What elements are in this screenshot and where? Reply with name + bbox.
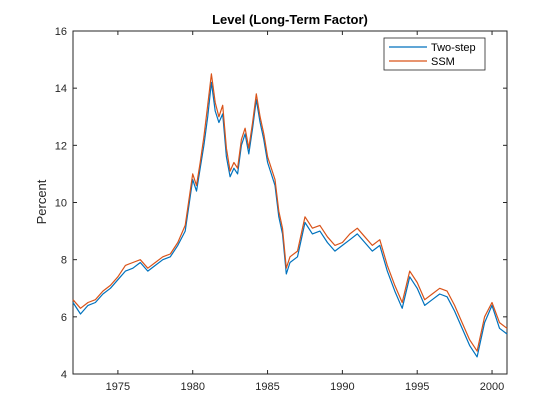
legend-label-two-step: Two-step: [431, 42, 476, 54]
y-tick-label: 12: [55, 140, 67, 152]
x-tick-label: 1985: [255, 381, 279, 393]
y-axis-label: Percent: [34, 179, 49, 224]
y-axis: 4 6 8 10 12 14 16: [55, 26, 507, 381]
y-tick-label: 10: [55, 198, 67, 210]
series-line-two-step: [72, 81, 508, 358]
y-tick-label: 16: [55, 26, 67, 38]
x-tick-label: 1995: [405, 381, 429, 393]
x-tick-label: 1990: [330, 381, 354, 393]
legend-box: [383, 37, 486, 71]
plot-area: [72, 30, 508, 375]
y-tick-label: 6: [61, 312, 67, 324]
legend: Two-step SSM: [383, 37, 486, 71]
legend-label-ssm: SSM: [431, 56, 455, 68]
x-tick-label: 1975: [106, 381, 130, 393]
y-tick-label: 4: [61, 369, 67, 381]
x-tick-label: 1980: [180, 381, 204, 393]
chart-title: Level (Long-Term Factor): [212, 12, 368, 27]
x-axis: 1975 1980 1985 1990 1995 2000: [106, 31, 504, 393]
y-tick-label: 14: [55, 83, 67, 95]
series-line-ssm: [72, 73, 508, 352]
series-layer: [72, 73, 508, 358]
y-tick-label: 8: [61, 255, 67, 267]
x-tick-label: 2000: [480, 381, 504, 393]
